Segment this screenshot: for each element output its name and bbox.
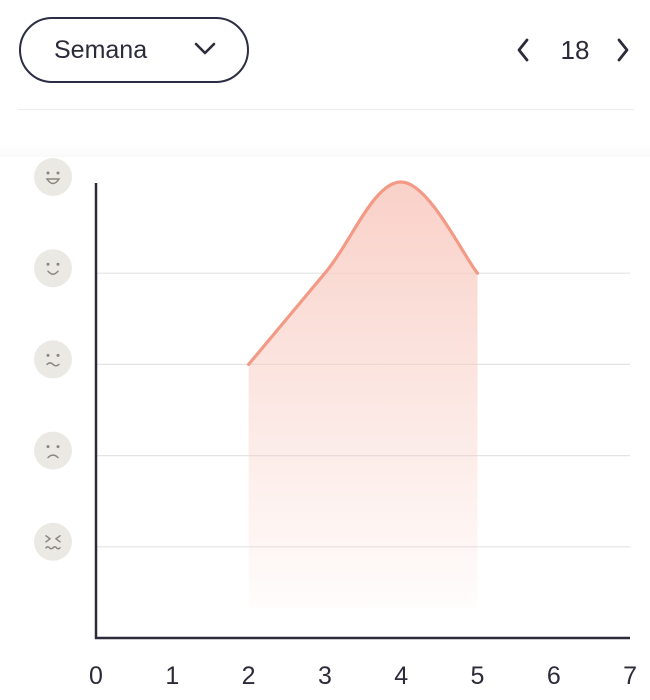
week-number: 18 xyxy=(560,35,590,65)
header-divider xyxy=(18,109,634,110)
sad-face-icon xyxy=(34,431,72,470)
neutral-face-icon xyxy=(34,340,72,379)
x-tick-label: 6 xyxy=(547,662,561,690)
next-week-button[interactable] xyxy=(608,28,638,72)
x-tick-label: 2 xyxy=(242,662,256,690)
period-dropdown[interactable]: Semana xyxy=(19,17,249,83)
smile-face-icon xyxy=(34,249,72,288)
x-tick-label: 7 xyxy=(623,662,637,690)
chart-top-band xyxy=(0,145,650,157)
mood-area-fill xyxy=(248,182,478,608)
chevron-right-icon xyxy=(617,38,629,62)
previous-week-button[interactable] xyxy=(508,28,538,72)
very-sad-face-icon xyxy=(34,522,72,561)
mood-line xyxy=(247,180,480,366)
x-tick-label: 0 xyxy=(89,662,103,690)
x-tick-label: 4 xyxy=(394,662,408,690)
chevron-down-icon xyxy=(194,42,216,55)
period-dropdown-label: Semana xyxy=(54,35,148,64)
very-happy-face-icon xyxy=(34,158,72,196)
x-tick-label: 3 xyxy=(318,662,332,690)
x-tick-label: 1 xyxy=(165,662,179,690)
chevron-left-icon xyxy=(517,38,529,62)
x-tick-label: 5 xyxy=(471,662,485,690)
